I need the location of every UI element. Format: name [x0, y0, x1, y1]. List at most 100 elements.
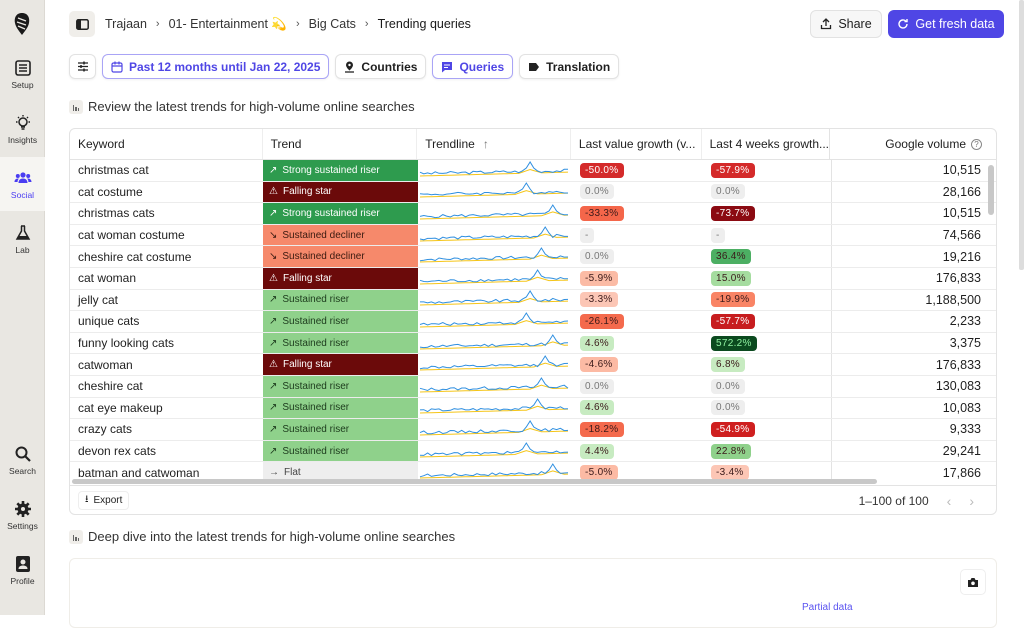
breadcrumb-current: Trending queries: [377, 17, 471, 31]
breadcrumb-item[interactable]: Trajaan: [105, 17, 147, 31]
column-header-keyword[interactable]: Keyword: [70, 129, 263, 159]
keyword-cell: cat woman costume: [78, 228, 185, 243]
sidebar-item-search[interactable]: Search: [0, 433, 45, 487]
trendline-sparkline: [419, 225, 569, 242]
sidebar-item-settings[interactable]: Settings: [0, 488, 45, 542]
growth-badge: -: [580, 227, 594, 243]
sidebar-item-lab[interactable]: Lab: [0, 212, 45, 266]
table-row[interactable]: cat woman ⚠ Falling star -5.9% 15.0% 176,…: [70, 267, 996, 290]
page-scrollbar[interactable]: [1019, 0, 1024, 270]
table-row[interactable]: batman and catwoman → Flat -5.0% -3.4% 17…: [70, 462, 996, 480]
table-row[interactable]: devon rex cats ↗ Sustained riser 4.4% 22.…: [70, 440, 996, 463]
growth-badge: -57.9%: [711, 162, 755, 178]
vertical-scrollbar[interactable]: [988, 165, 994, 215]
table-row[interactable]: funny looking cats ↗ Sustained riser 4.6%…: [70, 332, 996, 355]
share-button[interactable]: Share: [810, 10, 882, 38]
trending-up-icon: ↗: [269, 294, 278, 306]
google-volume-cell: 176,833: [935, 357, 981, 372]
chevron-right-icon: ›: [296, 18, 300, 30]
google-volume-cell: 17,866: [942, 465, 981, 480]
help-circle-icon[interactable]: ?: [971, 138, 983, 150]
column-header-label: Google volume: [885, 137, 967, 151]
keyword-cell: cat woman: [78, 271, 137, 286]
growth-badge: 22.8%: [711, 443, 751, 459]
trendline-sparkline: [419, 355, 569, 371]
table-row[interactable]: christmas cats ↗ Strong sustained riser -…: [70, 203, 996, 225]
table-row[interactable]: unique cats ↗ Sustained riser -26.1% -57.…: [70, 311, 996, 333]
column-header-trendline[interactable]: Trendline ↑: [417, 129, 571, 159]
growth-badge: -5.0%: [580, 465, 618, 480]
column-header-trend[interactable]: Trend: [263, 129, 418, 159]
bar-chart-icon: [69, 99, 83, 114]
fresh-label: Get fresh data: [915, 17, 995, 31]
google-volume-cell: 29,241: [942, 444, 981, 459]
countries-label: Countries: [361, 59, 418, 74]
sidebar-item-social[interactable]: Social: [0, 157, 45, 211]
table-row[interactable]: cheshire cat costume ↘ Sustained decliner…: [70, 246, 996, 268]
trendline-cell: [418, 290, 572, 311]
table-row[interactable]: cat eye makeup ↗ Sustained riser 4.6% 0.0…: [70, 397, 996, 420]
growth-badge: -54.9%: [711, 421, 755, 437]
translation-filter[interactable]: Translation: [519, 54, 620, 79]
last-4-weeks-growth-cell: 15.0%: [703, 267, 832, 289]
sidebar-label: Insights: [7, 134, 38, 145]
column-header-last-value-growth[interactable]: Last value growth (v...: [571, 129, 702, 159]
lightbulb-icon: [15, 114, 30, 130]
trend-label: Strong sustained riser: [282, 164, 380, 176]
growth-badge: 4.4%: [580, 443, 614, 459]
warning-icon: ⚠: [269, 272, 278, 284]
countries-filter[interactable]: Countries: [335, 54, 427, 79]
trend-cell: ⚠ Falling star: [263, 267, 418, 289]
toggle-panel-button[interactable]: [69, 11, 95, 37]
sidebar-item-insights[interactable]: Insights: [0, 102, 45, 156]
breadcrumb-item[interactable]: Big Cats: [308, 17, 356, 31]
table-row[interactable]: crazy cats ↗ Sustained riser -18.2% -54.9…: [70, 419, 996, 441]
table-row[interactable]: christmas cat ↗ Strong sustained riser -5…: [70, 160, 996, 182]
export-label: Export: [93, 495, 123, 506]
previous-page-button[interactable]: ‹: [946, 492, 952, 509]
sidebar-item-profile[interactable]: Profile: [0, 543, 45, 597]
google-volume-cell: 176,833: [935, 271, 981, 286]
logo-icon[interactable]: [12, 12, 32, 36]
section-title-text: Review the latest trends for high-volume…: [88, 99, 415, 114]
export-button[interactable]: ⭳ Export: [78, 491, 130, 510]
deep-dive-chart: Partial data: [69, 558, 997, 628]
table-row[interactable]: cheshire cat ↗ Sustained riser 0.0% 0.0% …: [70, 375, 996, 398]
table-row[interactable]: cat woman costume ↘ Sustained decliner - …: [70, 224, 996, 247]
breadcrumb-item[interactable]: 01- Entertainment 💫: [168, 16, 287, 31]
date-range-filter[interactable]: Past 12 months until Jan 22, 2025: [102, 54, 330, 79]
last-4-weeks-growth-cell: 0.0%: [703, 375, 832, 397]
users-icon: [14, 171, 31, 183]
last-4-weeks-growth-cell: -19.9%: [703, 289, 832, 311]
trend-cell: ↗ Strong sustained riser: [263, 203, 418, 224]
filter-settings-button[interactable]: [69, 54, 96, 79]
search-icon: [15, 446, 31, 462]
sidebar-item-setup[interactable]: Setup: [0, 47, 45, 101]
queries-filter[interactable]: Queries: [432, 54, 514, 79]
horizontal-scrollbar[interactable]: [72, 479, 877, 484]
sidebar-label: Setup: [11, 79, 34, 90]
table-row[interactable]: cat costume ⚠ Falling star 0.0% 0.0% 28,1…: [70, 181, 996, 204]
profile-icon: [15, 555, 30, 572]
growth-badge: 0.0%: [580, 184, 614, 200]
table-row[interactable]: catwoman ⚠ Falling star -4.6% 6.8% 176,83…: [70, 354, 996, 376]
last-value-growth-cell: -50.0%: [572, 160, 703, 181]
trendline-sparkline: [419, 398, 569, 414]
keyword-cell: catwoman: [78, 357, 133, 372]
gear-icon: [14, 500, 31, 517]
last-value-growth-cell: 0.0%: [572, 246, 703, 267]
trendline-sparkline: [419, 333, 569, 350]
trend-cell: ⚠ Falling star: [263, 354, 418, 375]
growth-badge: -4.6%: [580, 357, 618, 373]
get-fresh-data-button[interactable]: Get fresh data: [888, 10, 1004, 38]
last-4-weeks-growth-cell: 6.8%: [703, 354, 832, 375]
table-row[interactable]: jelly cat ↗ Sustained riser -3.3% -19.9% …: [70, 289, 996, 312]
table-footer: ⭳ Export 1–100 of 100 ‹ ›: [70, 485, 996, 514]
screenshot-button[interactable]: [960, 569, 986, 595]
trendline-sparkline: [419, 182, 569, 198]
column-header-google-volume[interactable]: Google volume?: [830, 129, 996, 159]
column-header-last-4-weeks-growth[interactable]: Last 4 weeks growth...: [702, 129, 831, 159]
next-page-button[interactable]: ›: [969, 492, 974, 509]
last-value-growth-cell: 0.0%: [572, 182, 703, 203]
trend-cell: → Flat: [263, 462, 418, 480]
